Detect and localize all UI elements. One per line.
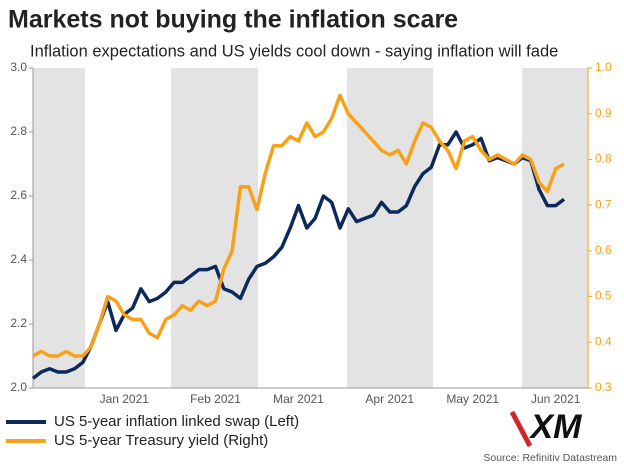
series-line: [31, 130, 566, 380]
y2-tick-label: 1.0: [595, 60, 612, 74]
y-tick-label: 3.0: [10, 60, 27, 74]
band: [522, 68, 588, 388]
logo-mark: [509, 410, 533, 448]
band: [171, 68, 258, 388]
logo: XM: [529, 408, 583, 446]
chart-subtitle: Inflation expectations and US yields coo…: [30, 42, 558, 60]
legend-label: US 5-year Treasury yield (Right): [54, 432, 268, 449]
legend-label: US 5-year inflation linked swap (Left): [54, 413, 299, 430]
band: [347, 68, 433, 388]
y2-tick-label: 0.6: [595, 243, 612, 257]
chart-title: Markets not buying the inflation scare: [8, 6, 458, 34]
series-line: [32, 93, 565, 358]
y2-tick-label: 0.9: [595, 106, 612, 120]
x-tick-label: Mar 2021: [273, 392, 324, 406]
band: [33, 68, 85, 388]
y2-tick-label: 0.4: [595, 334, 612, 348]
x-tick-label: May 2021: [446, 392, 499, 406]
y2-tick-label: 0.3: [595, 380, 612, 394]
x-tick-label: Jun 2021: [531, 392, 581, 406]
y-tick-label: 2.8: [10, 124, 27, 138]
y-tick-label: 2.4: [10, 252, 27, 266]
x-tick-label: Jan 2021: [100, 392, 150, 406]
y-tick-label: 2.0: [10, 380, 27, 394]
y2-tick-label: 0.5: [595, 289, 612, 303]
y-tick-label: 2.6: [10, 188, 27, 202]
x-tick-label: Apr 2021: [365, 392, 414, 406]
y-tick-label: 2.2: [10, 316, 27, 330]
y2-tick-label: 0.7: [595, 197, 612, 211]
source: Source: Refinitiv Datastream: [483, 452, 617, 464]
x-tick-label: Feb 2021: [190, 392, 241, 406]
month-bands: [33, 68, 588, 388]
y2-tick-label: 0.8: [595, 152, 612, 166]
